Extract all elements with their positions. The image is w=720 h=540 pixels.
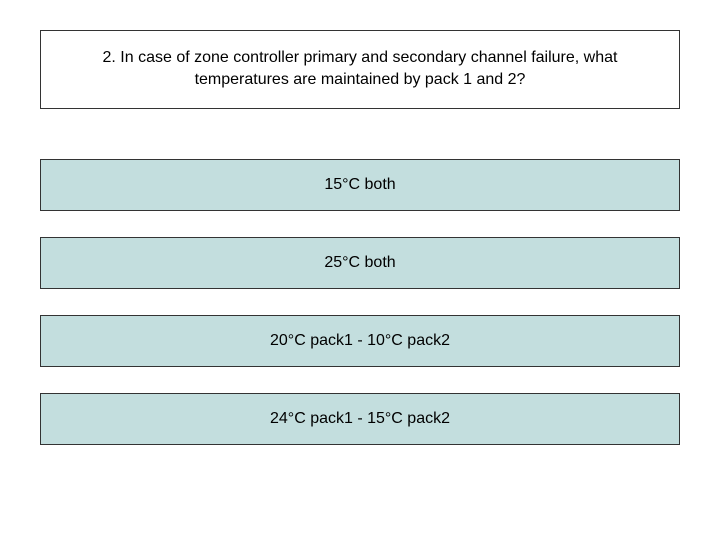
answer-option-4[interactable]: 24°C pack1 - 15°C pack2	[40, 393, 680, 445]
answer-option-label: 15°C both	[324, 176, 395, 194]
question-text: 2. In case of zone controller primary an…	[103, 49, 618, 88]
answer-option-3[interactable]: 20°C pack1 - 10°C pack2	[40, 315, 680, 367]
answer-option-2[interactable]: 25°C both	[40, 237, 680, 289]
answer-option-label: 20°C pack1 - 10°C pack2	[270, 332, 450, 350]
answer-option-label: 25°C both	[324, 254, 395, 272]
answer-option-label: 24°C pack1 - 15°C pack2	[270, 410, 450, 428]
question-box: 2. In case of zone controller primary an…	[40, 30, 680, 109]
answer-option-1[interactable]: 15°C both	[40, 159, 680, 211]
options-container: 15°C both 25°C both 20°C pack1 - 10°C pa…	[40, 159, 680, 445]
